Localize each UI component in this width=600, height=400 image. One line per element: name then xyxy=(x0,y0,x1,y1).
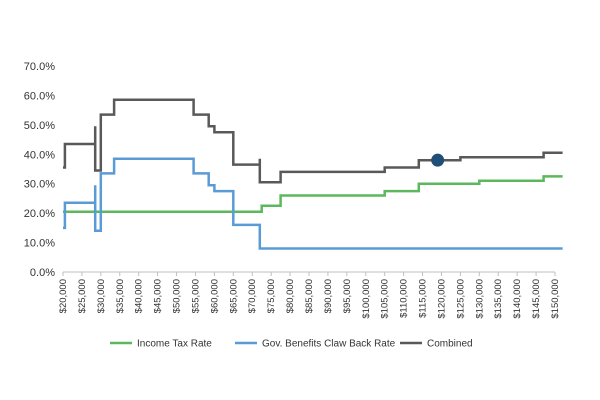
x-tick-label: $45,000 xyxy=(153,279,164,313)
x-tick-label: $70,000 xyxy=(247,279,258,313)
y-tick-label: 60.0% xyxy=(24,90,55,102)
y-tick-label: 30.0% xyxy=(24,179,55,191)
x-tick-label: $25,000 xyxy=(77,279,88,313)
series-line-gov-benefits-claw-back-rate xyxy=(63,157,563,250)
x-tick-label: $105,000 xyxy=(380,279,391,319)
x-tick-label: $120,000 xyxy=(436,279,447,319)
highlight-marker[interactable] xyxy=(431,153,445,167)
x-tick-label: $75,000 xyxy=(266,279,277,313)
x-tick-label: $100,000 xyxy=(361,279,372,319)
y-tick-label: 10.0% xyxy=(24,238,55,250)
x-tick-label: $150,000 xyxy=(550,279,561,319)
y-axis-ticks: 0.0% 10.0% 20.0% 30.0% 40.0% 50.0% 60.0% 70.0% xyxy=(24,61,55,279)
legend: Income Tax Rate Gov. Benefits Claw Back R… xyxy=(110,339,473,350)
series-layer xyxy=(63,98,563,250)
legend-label: Gov. Benefits Claw Back Rate xyxy=(262,339,396,350)
x-axis-ticks: $20,000 $25,000 $30,000 $35,000 $40,000 $45,0… xyxy=(58,272,561,319)
x-tick-label: $50,000 xyxy=(172,279,183,313)
y-tick-label: 0.0% xyxy=(30,267,55,279)
x-tick-label: $35,000 xyxy=(115,279,126,313)
x-tick-label: $20,000 xyxy=(58,279,69,313)
x-tick-label: $125,000 xyxy=(455,279,466,319)
y-tick-label: 20.0% xyxy=(24,208,55,220)
y-tick-label: 50.0% xyxy=(24,120,55,132)
x-tick-label: $90,000 xyxy=(323,279,334,313)
legend-label: Combined xyxy=(427,339,473,350)
x-tick-label: $135,000 xyxy=(493,279,504,319)
x-tick-label: $30,000 xyxy=(96,279,107,313)
x-tick-label: $130,000 xyxy=(474,279,485,319)
x-tick-label: $115,000 xyxy=(418,279,429,318)
legend-label: Income Tax Rate xyxy=(137,339,212,350)
x-tick-label: $60,000 xyxy=(209,279,220,313)
series-line-combined xyxy=(63,98,563,184)
marker-layer xyxy=(431,153,445,167)
x-tick-label: $85,000 xyxy=(304,279,315,313)
series-line-income-tax-rate xyxy=(63,175,563,213)
x-tick-label: $55,000 xyxy=(190,279,201,313)
x-tick-label: $65,000 xyxy=(228,279,239,313)
x-tick-label: $80,000 xyxy=(285,279,296,313)
y-tick-label: 40.0% xyxy=(24,149,55,161)
x-tick-label: $95,000 xyxy=(342,279,353,313)
y-tick-label: 70.0% xyxy=(24,61,55,73)
x-tick-label: $140,000 xyxy=(512,279,523,319)
x-tick-label: $145,000 xyxy=(531,279,542,319)
x-tick-label: $110,000 xyxy=(399,279,410,318)
x-tick-label: $40,000 xyxy=(134,279,145,313)
